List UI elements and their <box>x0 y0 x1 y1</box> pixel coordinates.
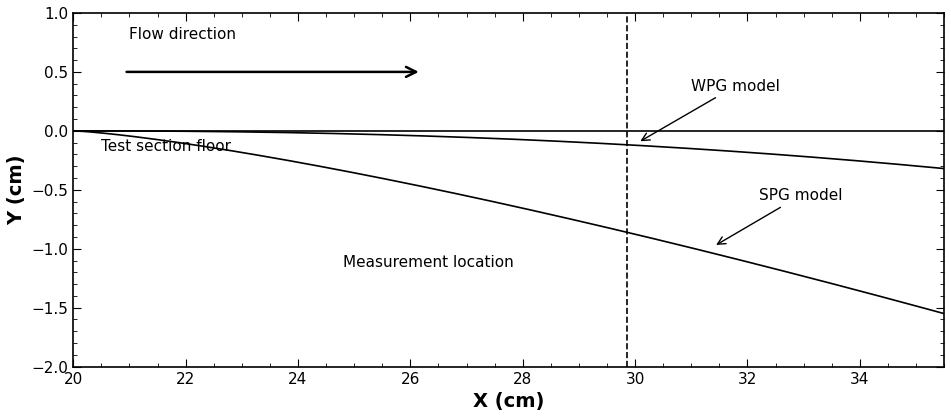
Text: Test section floor: Test section floor <box>102 139 231 154</box>
Text: Measurement location: Measurement location <box>343 255 514 270</box>
Text: SPG model: SPG model <box>717 188 843 244</box>
Y-axis label: Y (cm): Y (cm) <box>7 155 26 225</box>
X-axis label: X (cm): X (cm) <box>473 392 544 411</box>
Text: WPG model: WPG model <box>642 79 780 140</box>
Text: Flow direction: Flow direction <box>129 28 237 42</box>
